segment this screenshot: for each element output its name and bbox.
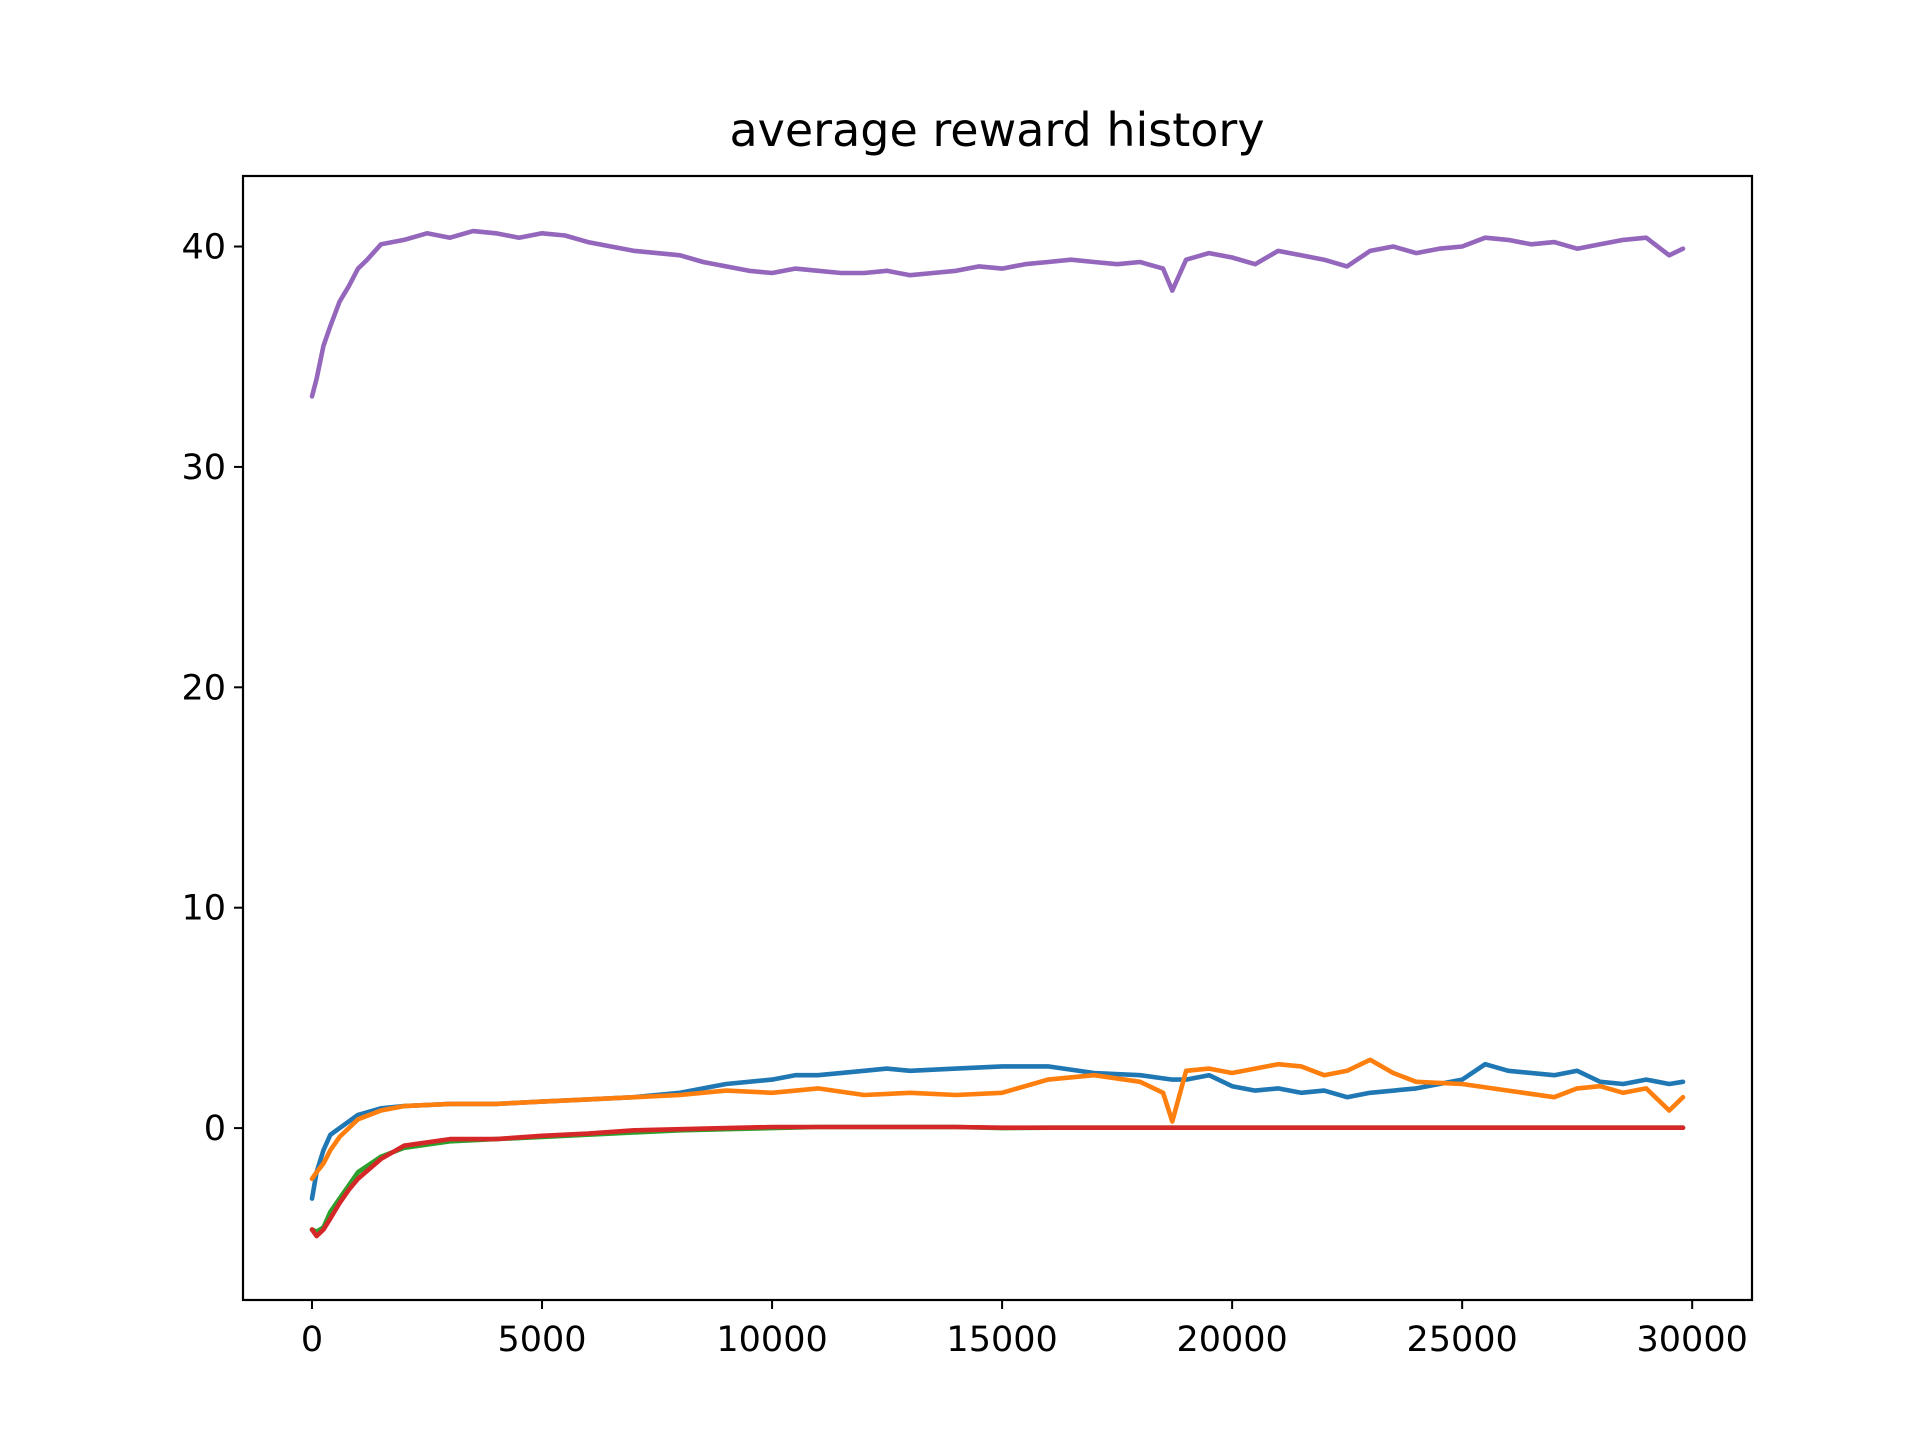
y-tick-label: 10 [181,889,226,929]
series-line-1 [309,228,1686,399]
y-tick-label: 20 [181,668,226,708]
x-tick-label: 30000 [1637,1320,1748,1360]
y-tick-label: 0 [204,1109,226,1149]
series-lines [309,228,1686,1239]
x-tick-label: 10000 [716,1320,827,1360]
x-tick-label: 25000 [1406,1320,1517,1360]
chart-title: average reward history [729,103,1264,157]
series-line-3 [309,1057,1686,1182]
x-tick-label: 15000 [946,1320,1057,1360]
plot-area-frame [241,174,1754,1302]
y-axis: 0 10 20 30 40 [181,228,243,1149]
y-tick-label: 30 [181,448,226,488]
x-axis: 0 5000 10000 15000 20000 25000 30000 [301,1300,1748,1360]
x-tick-label: 5000 [498,1320,587,1360]
y-tick-label: 40 [181,228,226,268]
series-line-5 [309,1124,1686,1239]
x-tick-label: 20000 [1176,1320,1287,1360]
x-tick-label: 0 [301,1320,323,1360]
series-line-4 [309,1124,1686,1234]
